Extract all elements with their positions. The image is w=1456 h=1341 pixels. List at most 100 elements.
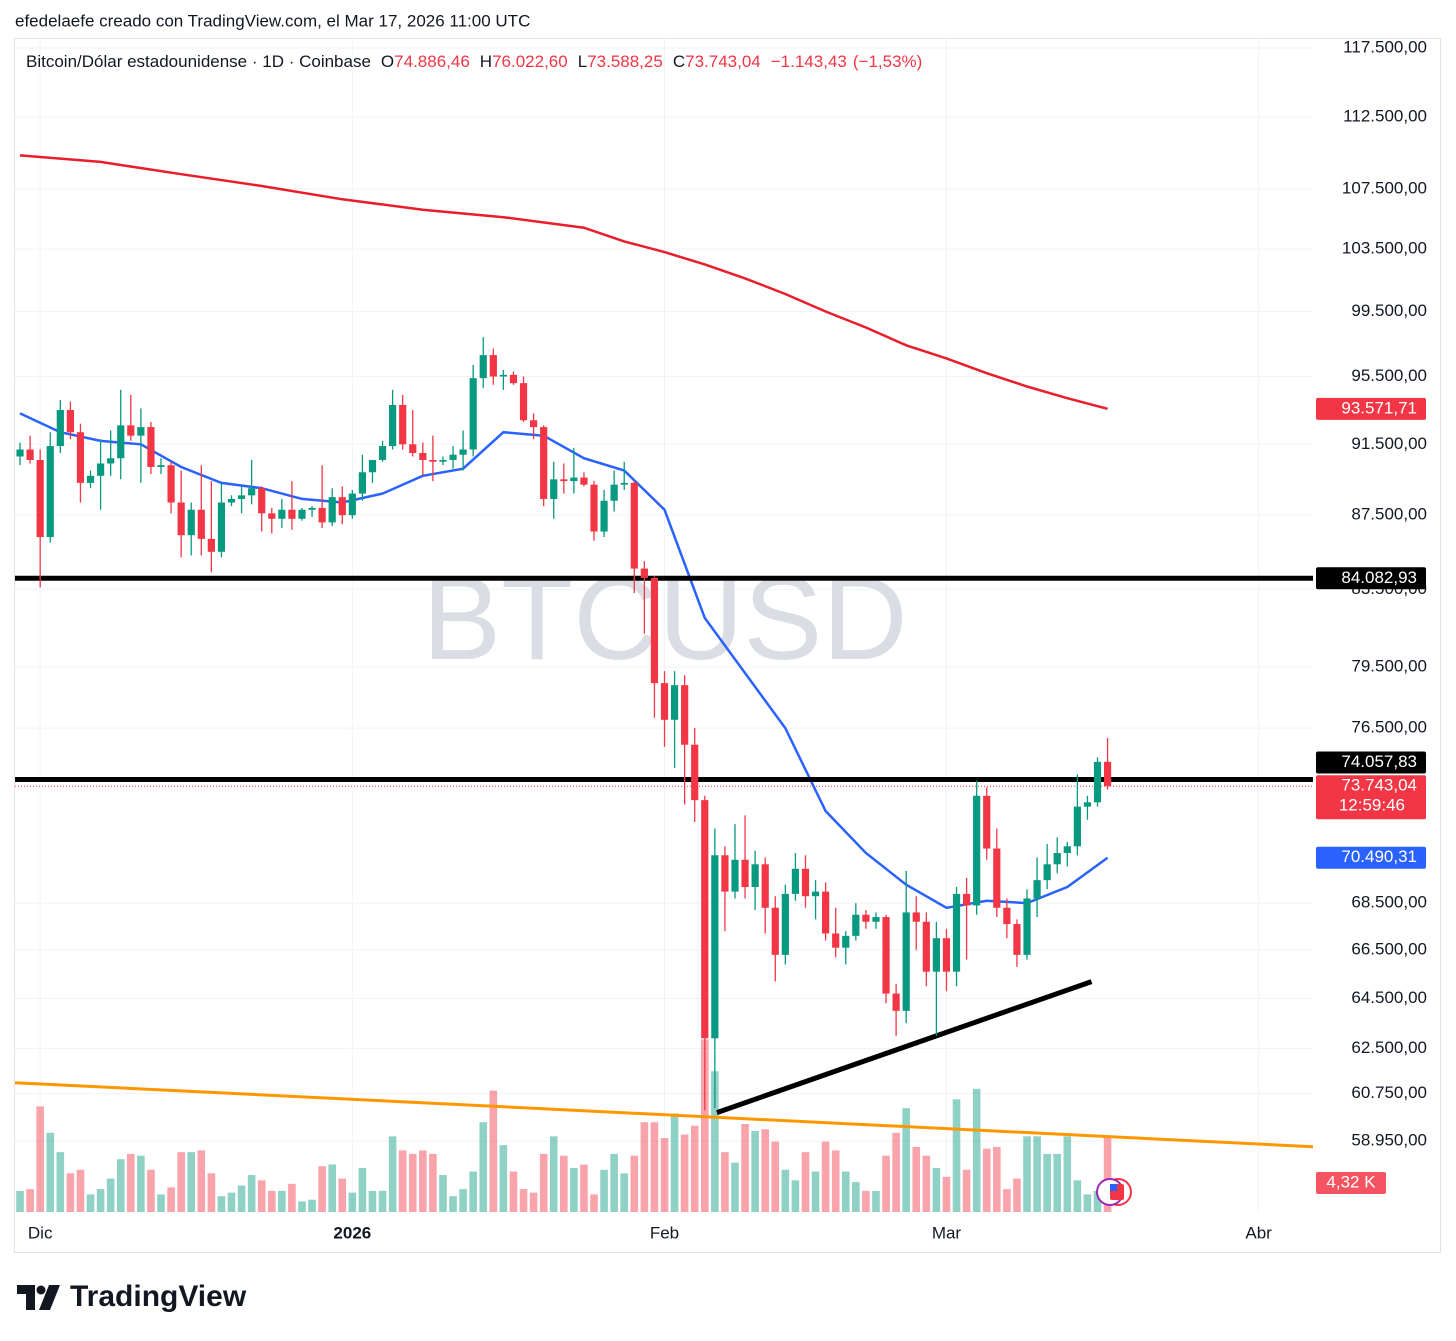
volume-bar: [1063, 1136, 1072, 1212]
volume-bar: [56, 1152, 65, 1212]
candle-body: [650, 577, 659, 684]
y-tick-label: 62.500,00: [1351, 1038, 1427, 1057]
candle-body: [761, 864, 769, 908]
volume-bar: [932, 1168, 941, 1212]
volume-bar: [157, 1194, 165, 1212]
volume-bar: [439, 1175, 447, 1212]
chart-frame: [14, 38, 1441, 1253]
volume-bar: [267, 1190, 276, 1212]
volume-bar: [489, 1090, 498, 1212]
candle-body: [540, 427, 548, 499]
x-tick-label: Abr: [1245, 1223, 1272, 1242]
legend-value: 73.743,04: [685, 52, 761, 71]
volume-bar: [892, 1132, 900, 1212]
volume-bar: [398, 1150, 407, 1212]
trendline: [716, 979, 1093, 1115]
candle-body: [358, 472, 367, 494]
candle-body: [922, 921, 930, 972]
volume-bar: [419, 1150, 427, 1212]
candle-body: [509, 374, 518, 384]
volume-bar: [580, 1164, 588, 1212]
candle-body: [26, 449, 34, 460]
y-tick-label: 87.500,00: [1351, 505, 1427, 524]
candle-body: [318, 507, 326, 523]
candle-body: [489, 355, 497, 377]
volume-bar: [831, 1150, 840, 1212]
candle-body: [389, 404, 397, 447]
legend-change-pct: (−1,53%): [853, 52, 922, 71]
volume-bar: [670, 1113, 679, 1212]
y-tick-label: 95.500,00: [1351, 366, 1427, 385]
y-tick-label: 79.500,00: [1351, 657, 1427, 676]
volume-bar: [509, 1171, 518, 1212]
candle-body: [56, 410, 64, 447]
candle-body: [519, 383, 528, 421]
volume-bar: [106, 1178, 115, 1212]
volume-bar: [751, 1131, 759, 1212]
candle-body: [811, 891, 820, 897]
candle-body: [983, 795, 991, 849]
volume-bar: [66, 1173, 75, 1212]
candle-body: [36, 459, 44, 538]
volume-bar: [1103, 1135, 1112, 1212]
volume-bar: [127, 1153, 135, 1212]
x-tick-label: Mar: [932, 1223, 962, 1242]
volume-bar: [378, 1190, 387, 1212]
volume-bar: [116, 1159, 125, 1212]
candle-body: [217, 502, 226, 552]
legend-change: −1.143,43: [771, 52, 847, 71]
candle-body: [1033, 880, 1041, 899]
candle-body: [1073, 806, 1081, 847]
candle-body: [832, 933, 840, 948]
legend-key: H: [480, 52, 492, 71]
candle-body: [278, 509, 286, 519]
legend-value: 76.022,60: [492, 52, 568, 71]
price-label-box: [1316, 397, 1426, 420]
candle-body: [1043, 864, 1051, 881]
price-label-box: [1316, 846, 1426, 869]
volume-bar: [821, 1141, 830, 1212]
price-label: 74.057,83: [1341, 752, 1417, 771]
candle-body: [117, 425, 125, 459]
y-tick-label: 58.950,00: [1351, 1131, 1427, 1150]
candle-body: [429, 459, 437, 462]
volume-bar: [660, 1138, 669, 1212]
volume-bar: [590, 1194, 598, 1212]
price-label-box: [1316, 775, 1426, 820]
candle-body: [952, 893, 961, 972]
legend-key: O: [381, 52, 394, 71]
candle-body: [872, 917, 880, 922]
candle-body: [711, 855, 719, 1039]
candle-body: [328, 497, 336, 523]
volume-bar: [771, 1141, 780, 1212]
volume-bar: [801, 1152, 810, 1212]
candle-body: [409, 444, 417, 453]
volume-bar: [429, 1153, 437, 1212]
volume-bar: [167, 1187, 175, 1212]
candle-body: [348, 493, 356, 516]
candle-body: [237, 495, 246, 499]
volume-bar: [982, 1148, 991, 1212]
volume-bar: [549, 1136, 558, 1212]
candle-body: [942, 938, 951, 972]
volume-bar: [288, 1183, 296, 1212]
price-label: 84.082,93: [1341, 568, 1417, 587]
price-label: 73.743,04: [1341, 776, 1417, 795]
legend: Bitcoin/Dólar estadounidense · 1D · Coin…: [26, 52, 922, 71]
volume-bar: [650, 1122, 659, 1212]
volume-bar: [1013, 1178, 1021, 1212]
countdown-label: 12:59:46: [1339, 796, 1405, 815]
legend-value: 73.588,25: [587, 52, 663, 71]
volume-bar: [560, 1155, 568, 1212]
volume-bar: [348, 1192, 357, 1212]
candle-body: [681, 685, 689, 745]
volume-bar: [86, 1194, 95, 1212]
candle-body: [993, 848, 1001, 908]
volume-bar: [862, 1190, 870, 1212]
candle-body: [207, 538, 215, 552]
volume-bar: [318, 1166, 326, 1212]
volume-bar: [469, 1171, 477, 1212]
y-tick-label: 107.500,00: [1342, 178, 1427, 197]
candle-body: [791, 868, 800, 894]
candle-body: [96, 463, 105, 476]
